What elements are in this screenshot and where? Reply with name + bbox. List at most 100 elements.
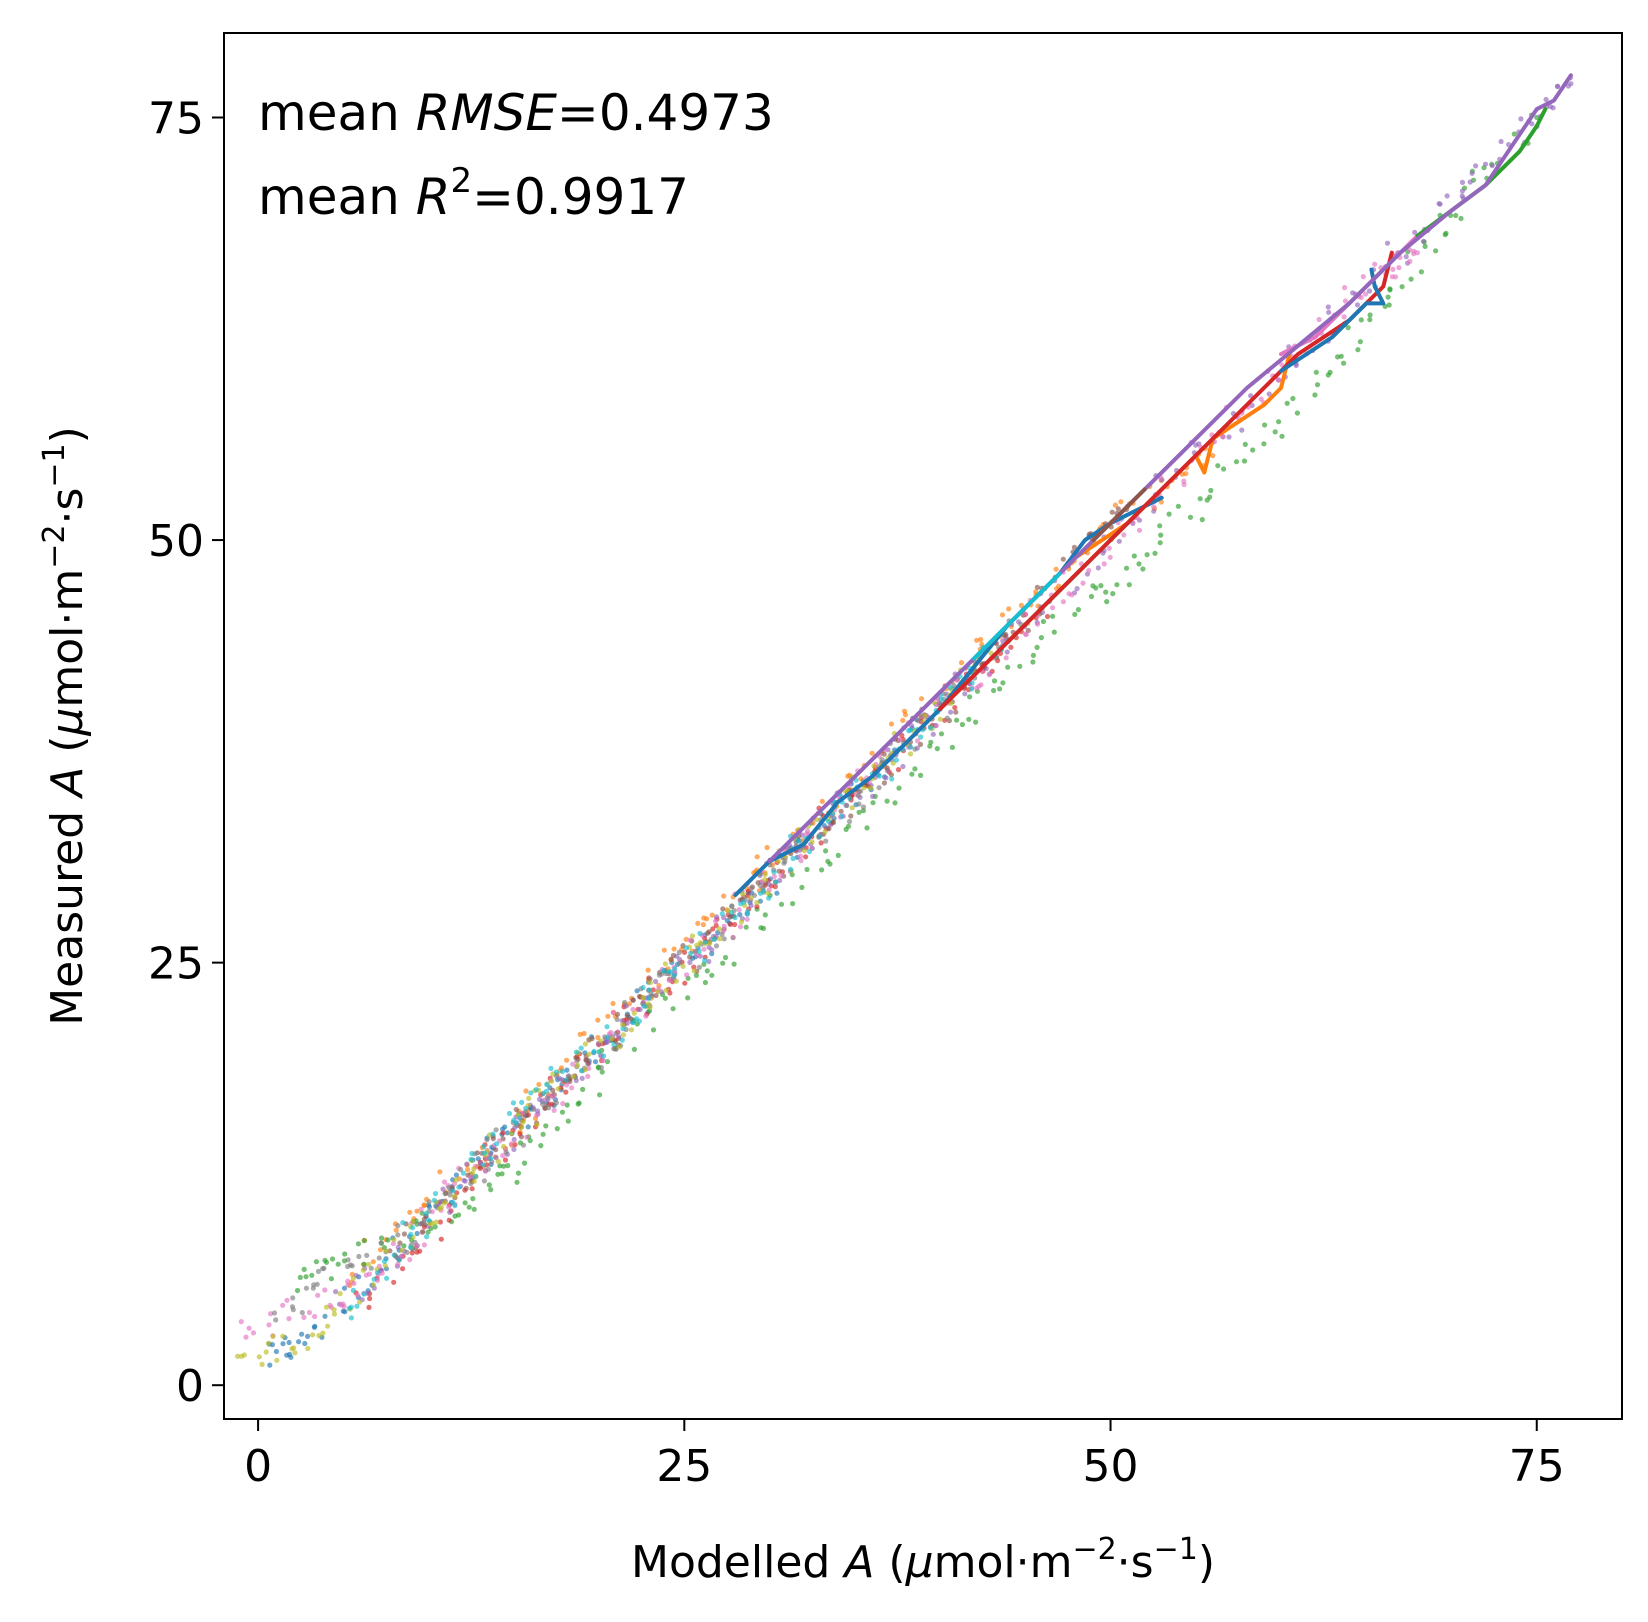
scatter-point	[601, 1053, 607, 1059]
scatter-point	[286, 1316, 292, 1322]
scatter-point	[1363, 291, 1369, 297]
scatter-point	[672, 966, 678, 972]
scatter-point	[683, 945, 690, 951]
scatter-point	[407, 1257, 413, 1263]
scatter-point	[595, 1034, 601, 1041]
scatter-point	[969, 686, 975, 692]
scatter-point	[412, 1239, 418, 1245]
scatter-point	[881, 780, 888, 786]
scatter-point	[876, 785, 882, 791]
scatter-point	[560, 1101, 566, 1107]
scatter-point	[938, 696, 944, 702]
scatter-point	[238, 1319, 244, 1325]
scatter-point	[1121, 532, 1127, 538]
scatter-point	[578, 1045, 584, 1051]
scatter-point	[631, 1046, 638, 1052]
scatter-point	[1459, 193, 1465, 199]
scatter-point	[930, 731, 936, 737]
scatter-point	[586, 1037, 592, 1043]
scatter-point	[1208, 487, 1214, 494]
scatter-point	[846, 818, 853, 825]
scatter-point	[450, 1188, 456, 1194]
scatter-point	[709, 947, 715, 953]
scatter-point	[377, 1247, 384, 1253]
scatter-point	[691, 964, 697, 970]
scatter-point	[709, 951, 715, 957]
scatter-point	[642, 1003, 648, 1009]
scatter-point	[650, 1027, 657, 1033]
scatter-point	[648, 991, 654, 997]
scatter-point	[1543, 96, 1549, 103]
scatter-point	[614, 1011, 621, 1018]
scatter-point	[246, 1325, 252, 1331]
scatter-point	[481, 1150, 487, 1156]
scatter-point	[391, 1252, 397, 1258]
scatter-point	[499, 1171, 505, 1177]
scatter-point	[666, 969, 672, 975]
scatter-point	[466, 1204, 472, 1210]
scatter-point	[323, 1259, 330, 1265]
scatter-point	[526, 1095, 532, 1101]
scatter-point	[716, 926, 722, 932]
scatter-point	[1511, 131, 1517, 137]
scatter-point	[738, 919, 745, 925]
scatter-point	[1123, 565, 1130, 571]
scatter-point	[804, 828, 811, 834]
scatter-point	[564, 1102, 570, 1108]
scatter-point	[441, 1179, 448, 1185]
series-line	[767, 73, 1573, 864]
scatter-point	[1116, 538, 1122, 544]
scatter-point	[1396, 265, 1402, 271]
scatter-point	[1314, 382, 1321, 388]
scatter-point	[1467, 179, 1473, 185]
scatter-point	[1136, 527, 1143, 533]
scatter-point	[663, 987, 669, 993]
scatter-point	[286, 1339, 292, 1346]
scatter-point	[728, 909, 735, 916]
scatter-point	[681, 949, 688, 955]
scatter-point	[1030, 652, 1036, 659]
scatter-point	[790, 901, 796, 907]
scatter-point	[610, 1000, 616, 1007]
scatter-point	[292, 1350, 298, 1356]
scatter-point	[312, 1313, 318, 1320]
scatter-point	[381, 1258, 387, 1264]
scatter-point	[1357, 339, 1363, 345]
scatter-point	[534, 1112, 540, 1118]
scatter-point	[611, 1042, 617, 1048]
scatter-point	[684, 972, 690, 978]
scatter-point	[500, 1153, 506, 1159]
scatter-point	[250, 1330, 257, 1336]
x-tick-label: 50	[1083, 1441, 1139, 1492]
scatter-point	[395, 1232, 401, 1238]
scatter-point	[713, 943, 720, 949]
scatter-point	[395, 1244, 401, 1250]
scatter-point	[385, 1237, 391, 1243]
scatter-point	[736, 907, 742, 913]
scatter-point	[1326, 309, 1332, 315]
scatter-point	[287, 1351, 293, 1357]
scatter-point	[673, 978, 679, 984]
scatter-point	[706, 929, 712, 935]
scatter-point	[799, 884, 805, 891]
scatter-point	[508, 1131, 514, 1137]
scatter-point	[1193, 442, 1199, 448]
scatter-point	[604, 1024, 610, 1030]
scatter-point	[1294, 410, 1300, 416]
scatter-point	[1290, 395, 1296, 402]
scatter-point	[1112, 502, 1118, 508]
scatter-point	[256, 1354, 262, 1360]
scatter-point	[370, 1282, 377, 1288]
scatter-point	[884, 798, 890, 804]
scatter-point	[501, 1143, 507, 1150]
scatter-point	[329, 1256, 336, 1262]
scatter-point	[1399, 284, 1405, 290]
scatter-point	[714, 914, 720, 920]
scatter-point	[775, 858, 782, 864]
scatter-point	[452, 1193, 458, 1199]
scatter-point	[315, 1268, 322, 1274]
scatter-point	[1482, 161, 1489, 167]
scatter-point	[1342, 285, 1348, 291]
scatter-point	[447, 1192, 453, 1198]
scatter-point	[743, 924, 749, 930]
